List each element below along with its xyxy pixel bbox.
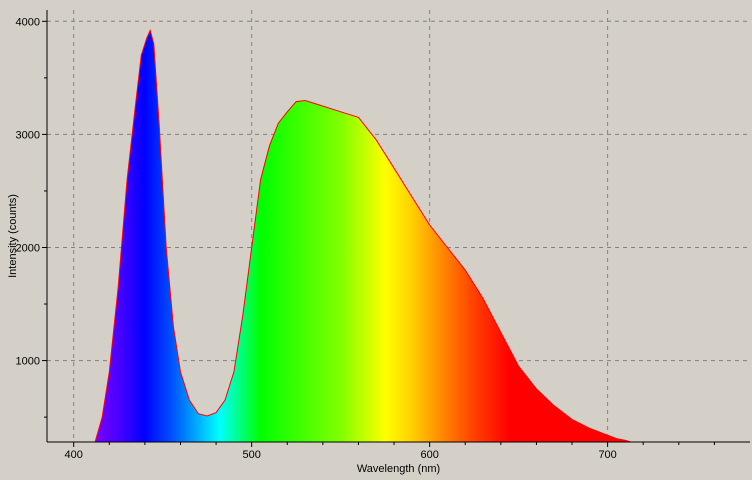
y-axis-label: Intensity (counts)	[7, 194, 19, 278]
x-tick-label: 700	[598, 449, 616, 461]
y-tick-label: 3000	[16, 129, 40, 141]
x-axis-label: Wavelength (nm)	[357, 463, 440, 475]
spectrum-area	[95, 30, 631, 442]
spectrum-line	[94, 28, 631, 442]
x-tick-label: 600	[420, 449, 438, 461]
y-tick-label: 2000	[16, 242, 40, 254]
x-tick-label: 400	[65, 449, 83, 461]
ticks: 400 500 600 700 1000 2000 3000 4000	[16, 16, 715, 461]
x-tick-label: 500	[242, 449, 260, 461]
y-tick-label: 4000	[16, 16, 40, 28]
axes	[46, 10, 750, 443]
y-tick-label: 1000	[16, 356, 40, 368]
